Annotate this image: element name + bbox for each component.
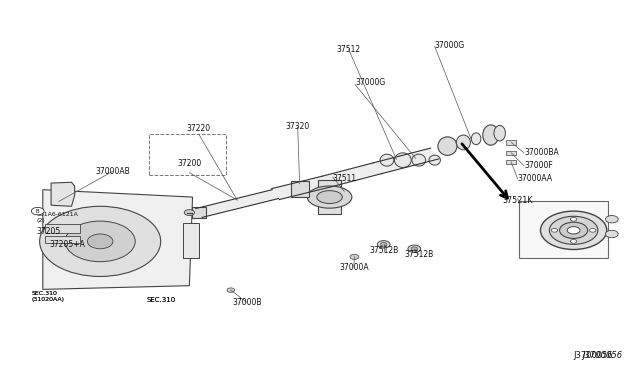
Text: B: B: [36, 209, 40, 214]
Text: J3700056: J3700056: [573, 351, 613, 360]
FancyBboxPatch shape: [519, 201, 608, 258]
Text: J3700056: J3700056: [582, 351, 623, 360]
Text: 37000BA: 37000BA: [524, 148, 559, 157]
FancyBboxPatch shape: [291, 181, 308, 197]
Text: 37000AA: 37000AA: [518, 174, 553, 183]
Circle shape: [408, 245, 420, 253]
Circle shape: [65, 221, 135, 262]
Ellipse shape: [307, 186, 352, 208]
Circle shape: [549, 216, 598, 244]
Ellipse shape: [438, 137, 457, 155]
Polygon shape: [322, 163, 381, 187]
Circle shape: [570, 217, 577, 221]
Circle shape: [40, 206, 161, 276]
FancyBboxPatch shape: [45, 224, 80, 232]
Circle shape: [378, 241, 390, 248]
Text: 37512B: 37512B: [404, 250, 433, 259]
Ellipse shape: [412, 154, 426, 166]
Text: SEC.310: SEC.310: [146, 298, 175, 304]
Text: 37521K: 37521K: [502, 196, 532, 205]
FancyBboxPatch shape: [506, 140, 516, 145]
Text: 37000AB: 37000AB: [95, 167, 131, 176]
Polygon shape: [51, 182, 75, 206]
Text: 37220: 37220: [187, 124, 211, 133]
Circle shape: [184, 210, 195, 215]
Polygon shape: [43, 190, 193, 289]
Circle shape: [567, 227, 580, 234]
Ellipse shape: [471, 133, 481, 145]
Ellipse shape: [317, 190, 342, 203]
Circle shape: [570, 240, 577, 243]
Text: 37000F: 37000F: [524, 161, 553, 170]
Text: 37511: 37511: [333, 174, 357, 183]
Circle shape: [350, 254, 359, 260]
Text: 37000G: 37000G: [435, 41, 465, 50]
Circle shape: [411, 247, 417, 251]
Circle shape: [589, 228, 596, 232]
Circle shape: [31, 208, 44, 215]
Circle shape: [540, 211, 607, 250]
Text: 37000A: 37000A: [339, 263, 369, 272]
Polygon shape: [196, 190, 278, 217]
FancyBboxPatch shape: [45, 236, 80, 243]
Ellipse shape: [380, 154, 394, 166]
Circle shape: [88, 234, 113, 249]
Ellipse shape: [394, 153, 412, 167]
FancyBboxPatch shape: [192, 207, 206, 218]
Text: 081A6-6121A
(2): 081A6-6121A (2): [36, 212, 78, 223]
Polygon shape: [271, 176, 330, 199]
Circle shape: [605, 215, 618, 223]
Text: 37512B: 37512B: [369, 246, 398, 255]
Circle shape: [605, 230, 618, 238]
Text: 37205+A: 37205+A: [49, 240, 85, 249]
Circle shape: [227, 288, 235, 292]
Text: SEC.310
(31020AA): SEC.310 (31020AA): [32, 291, 65, 302]
FancyBboxPatch shape: [506, 160, 516, 164]
Text: SEC.310
(31020AA): SEC.310 (31020AA): [32, 291, 65, 302]
Text: SEC.310: SEC.310: [146, 298, 175, 304]
Circle shape: [381, 243, 387, 246]
FancyBboxPatch shape: [506, 151, 516, 155]
Ellipse shape: [456, 135, 470, 150]
Text: 37205: 37205: [36, 227, 61, 235]
Text: 37200: 37200: [177, 159, 202, 169]
Text: 37512: 37512: [337, 45, 361, 54]
Text: 37000G: 37000G: [355, 78, 385, 87]
FancyBboxPatch shape: [183, 223, 199, 258]
Ellipse shape: [429, 155, 440, 165]
Text: 37320: 37320: [285, 122, 310, 131]
Polygon shape: [373, 148, 439, 174]
Circle shape: [551, 228, 557, 232]
Text: 37000B: 37000B: [232, 298, 262, 307]
Ellipse shape: [494, 125, 506, 141]
Ellipse shape: [483, 125, 499, 145]
Circle shape: [559, 222, 588, 238]
FancyBboxPatch shape: [318, 180, 341, 214]
